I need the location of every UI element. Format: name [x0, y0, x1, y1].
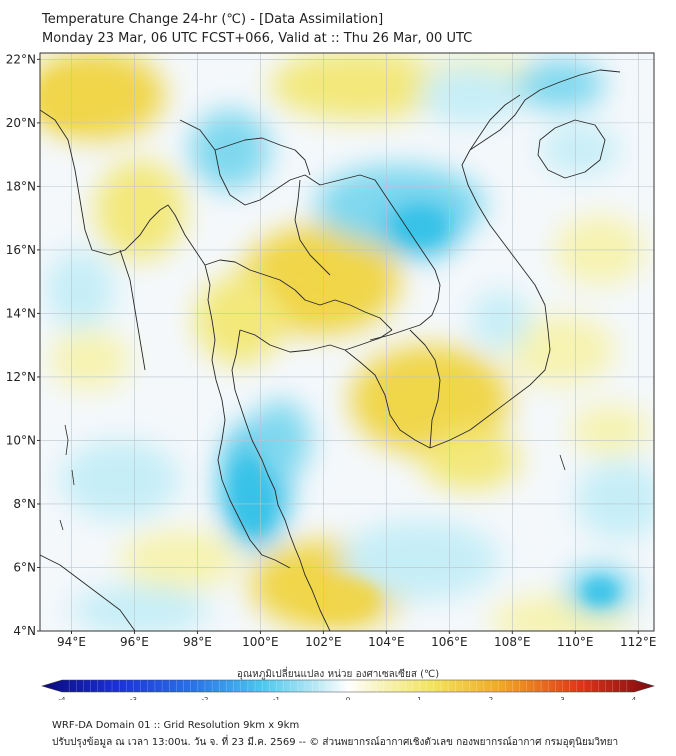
- lat-tick-label: 22°N: [6, 52, 36, 66]
- map-title: Temperature Change 24-hr (℃) - [Data Ass…: [42, 12, 384, 27]
- lat-tick-label: 10°N: [6, 433, 36, 447]
- colorbar-segments: [68, 680, 628, 692]
- colorbar-tick-label: -2: [202, 696, 209, 700]
- lon-tick-label: 96°E: [120, 635, 149, 649]
- lat-tick-label: 20°N: [6, 116, 36, 130]
- colorbar-ticks: -4 -3 -2 -1 0 1 2 3 4: [59, 696, 637, 700]
- lat-tick-label: 4°N: [13, 624, 36, 638]
- colorbar-title: อุณหภูมิเปลี่ยนแปลง หน่วย องศาเซลเซียส (…: [236, 669, 440, 680]
- latitude-axis: 22°N 20°N 18°N 16°N 14°N 12°N 10°N 8°N 6°N 4°N: [6, 52, 40, 638]
- map-figure: 22°N 20°N 18°N 16°N 14°N 12°N 10°N 8°N 6°N 4°N 94…: [6, 52, 657, 700]
- lon-tick-label: 102°E: [305, 635, 342, 649]
- coastlines: [40, 69, 621, 631]
- footer-credit: ปรับปรุงข้อมูล ณ เวลา 13:00น. วัน จ. ที่…: [52, 737, 619, 748]
- lat-tick-label: 14°N: [6, 306, 36, 320]
- lat-tick-label: 8°N: [13, 497, 36, 511]
- temperature-field: [40, 53, 654, 631]
- colorbar-tick-label: 4: [632, 696, 637, 700]
- colorbar-tick-label: 2: [489, 696, 493, 700]
- islands: [59, 424, 566, 531]
- lat-tick-label: 16°N: [6, 243, 36, 257]
- lon-tick-label: 112°E: [620, 635, 657, 649]
- lon-tick-label: 110°E: [557, 635, 594, 649]
- lat-tick-label: 18°N: [6, 179, 36, 193]
- colorbar-tick-label: 0: [346, 696, 350, 700]
- colorbar-tick-label: -1: [273, 696, 280, 700]
- lat-tick-label: 6°N: [13, 560, 36, 574]
- lon-tick-label: 94°E: [57, 635, 86, 649]
- lon-tick-label: 98°E: [183, 635, 212, 649]
- footer-model-info: WRF-DA Domain 01 :: Grid Resolution 9km …: [52, 720, 300, 731]
- lon-tick-label: 100°E: [242, 635, 279, 649]
- map-subtitle: Monday 23 Mar, 06 UTC FCST+066, Valid at…: [42, 31, 473, 46]
- lon-tick-label: 104°E: [368, 635, 405, 649]
- map-border: [39, 52, 655, 632]
- colorbar-tick-label: 1: [417, 696, 421, 700]
- lon-tick-label: 106°E: [431, 635, 468, 649]
- colorbar-tick-label: -3: [130, 696, 137, 700]
- graticule: [40, 53, 654, 631]
- lat-tick-label: 12°N: [6, 370, 36, 384]
- lon-tick-label: 108°E: [494, 635, 531, 649]
- colorbar-tick-label: -4: [59, 696, 67, 700]
- longitude-axis: 94°E 96°E 98°E 100°E 102°E 104°E 106°E 108°E 110…: [57, 631, 657, 649]
- colorbar-tick-label: 3: [560, 696, 564, 700]
- colorbar-gradient: [40, 679, 656, 693]
- colorbar: -4 -3 -2 -1 0 1 2 3 4: [40, 679, 656, 700]
